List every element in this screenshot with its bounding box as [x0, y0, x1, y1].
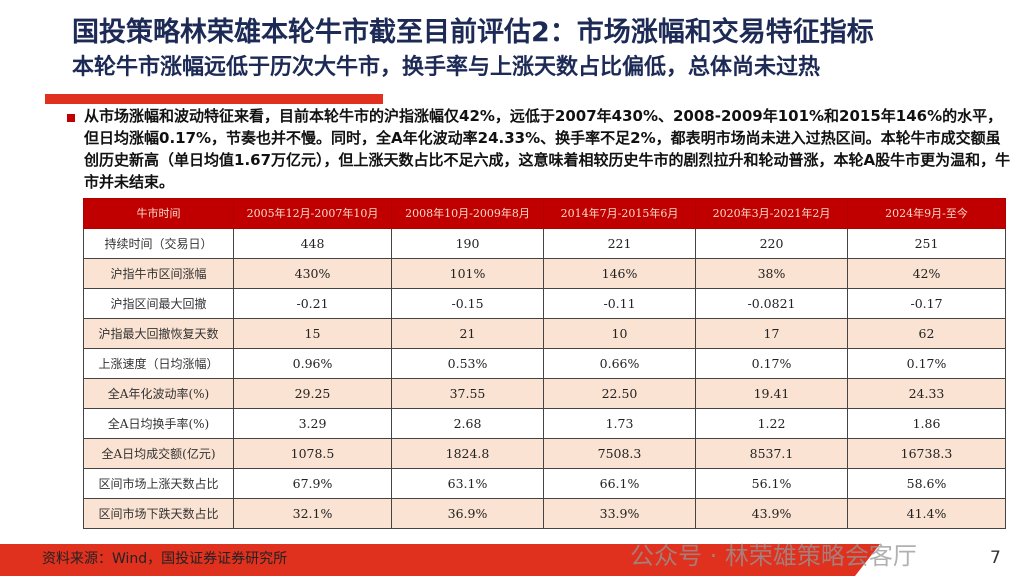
footer-red-shape	[0, 544, 880, 576]
table-cell: 1824.8	[391, 438, 544, 469]
table-cell: 220	[695, 228, 848, 259]
table-cell: 58.6%	[847, 468, 1006, 499]
table-cell: -0.21	[233, 288, 392, 319]
table-row: 全A日均换手率(%) 3.29 2.68 1.73 1.22 1.86	[83, 408, 1006, 439]
table-cell: 8537.1	[695, 438, 848, 469]
row-label: 全A日均成交额(亿元)	[83, 438, 234, 469]
table-cell: 146%	[543, 258, 696, 289]
row-label: 沪指区间最大回撤	[83, 288, 234, 319]
table-cell: -0.0821	[695, 288, 848, 319]
table-cell: 16738.3	[847, 438, 1006, 469]
table-cell: 43.9%	[695, 498, 848, 529]
table-cell: 0.96%	[233, 348, 392, 379]
table-cell: 221	[543, 228, 696, 259]
table-row: 区间市场上涨天数占比 67.9% 63.1% 66.1% 56.1% 58.6%	[83, 468, 1006, 499]
bull-market-table: 牛市时间 2005年12月-2007年10月 2008年10月-2009年8月 201…	[83, 198, 1006, 529]
table-row: 沪指牛市区间涨幅 430% 101% 146% 38% 42%	[83, 258, 1006, 289]
table-cell: 448	[233, 228, 392, 259]
table-cell: 41.4%	[847, 498, 1006, 529]
table-cell: 1.73	[543, 408, 696, 439]
row-label: 全A年化波动率(%)	[83, 378, 234, 409]
table-row: 全A日均成交额(亿元) 1078.5 1824.8 7508.3 8537.1 16738…	[83, 438, 1006, 469]
bullet-icon	[67, 114, 75, 122]
slide-title: 国投策略林荣雄本轮牛市截至目前评估2：市场涨幅和交易特征指标	[72, 17, 874, 48]
row-label: 沪指牛市区间涨幅	[83, 258, 234, 289]
table-cell: -0.15	[391, 288, 544, 319]
page-number: 7	[990, 548, 1001, 568]
table-cell: 7508.3	[543, 438, 696, 469]
table-cell: 37.55	[391, 378, 544, 409]
table-row: 沪指区间最大回撤 -0.21 -0.15 -0.11 -0.0821 -0.17	[83, 288, 1006, 319]
table-header-row: 牛市时间 2005年12月-2007年10月 2008年10月-2009年8月 201…	[83, 198, 1006, 229]
footer-band	[0, 544, 880, 576]
table-cell: 29.25	[233, 378, 392, 409]
table-cell: 0.17%	[695, 348, 848, 379]
table-cell: 67.9%	[233, 468, 392, 499]
table-cell: 21	[391, 318, 544, 349]
table-cell: 251	[847, 228, 1006, 259]
table-cell: 101%	[391, 258, 544, 289]
table-cell: 33.9%	[543, 498, 696, 529]
slide-subtitle: 本轮牛市涨幅远低于历次大牛市，换手率与上涨天数占比偏低，总体尚未过热	[72, 55, 821, 80]
source-note: 资料来源：Wind，国投证券证券研究所	[42, 551, 288, 567]
table-cell: 17	[695, 318, 848, 349]
row-label: 区间市场下跌天数占比	[83, 498, 234, 529]
table-cell: 19.41	[695, 378, 848, 409]
table-cell: 24.33	[847, 378, 1006, 409]
watermark: 公众号 · 林荣雄策略会客厅	[630, 542, 917, 570]
table-row: 上涨速度（日均涨幅） 0.96% 0.53% 0.66% 0.17% 0.17%	[83, 348, 1006, 379]
column-header: 牛市时间	[83, 198, 234, 229]
table-cell: 0.53%	[391, 348, 544, 379]
row-label: 全A日均换手率(%)	[83, 408, 234, 439]
table-cell: 190	[391, 228, 544, 259]
column-header: 2020年3月-2021年2月	[695, 198, 848, 229]
table-cell: -0.17	[847, 288, 1006, 319]
table-cell: 1078.5	[233, 438, 392, 469]
table-cell: 63.1%	[391, 468, 544, 499]
table-row: 区间市场下跌天数占比 32.1% 36.9% 33.9% 43.9% 41.4%	[83, 498, 1006, 529]
column-header: 2014年7月-2015年6月	[543, 198, 696, 229]
table-cell: 10	[543, 318, 696, 349]
table-cell: -0.11	[543, 288, 696, 319]
table-cell: 22.50	[543, 378, 696, 409]
table-cell: 38%	[695, 258, 848, 289]
table-cell: 42%	[847, 258, 1006, 289]
table-cell: 15	[233, 318, 392, 349]
title-underline-bar	[45, 94, 383, 104]
table-cell: 2.68	[391, 408, 544, 439]
table-cell: 0.66%	[543, 348, 696, 379]
table-cell: 66.1%	[543, 468, 696, 499]
row-label: 上涨速度（日均涨幅）	[83, 348, 234, 379]
table-row: 全A年化波动率(%) 29.25 37.55 22.50 19.41 24.33	[83, 378, 1006, 409]
table-row: 沪指最大回撤恢复天数 15 21 10 17 62	[83, 318, 1006, 349]
row-label: 沪指最大回撤恢复天数	[83, 318, 234, 349]
table-cell: 0.17%	[847, 348, 1006, 379]
table-cell: 430%	[233, 258, 392, 289]
table-cell: 1.86	[847, 408, 1006, 439]
row-label: 持续时间（交易日）	[83, 228, 234, 259]
table-cell: 36.9%	[391, 498, 544, 529]
column-header: 2008年10月-2009年8月	[391, 198, 544, 229]
column-header: 2005年12月-2007年10月	[233, 198, 392, 229]
table-cell: 32.1%	[233, 498, 392, 529]
row-label: 区间市场上涨天数占比	[83, 468, 234, 499]
table-cell: 3.29	[233, 408, 392, 439]
table-cell: 62	[847, 318, 1006, 349]
summary-paragraph: 从市场涨幅和波动特征来看，目前本轮牛市的沪指涨幅仅42%，远低于2007年430…	[84, 107, 1011, 191]
table-cell: 1.22	[695, 408, 848, 439]
table-cell: 56.1%	[695, 468, 848, 499]
table-body: 持续时间（交易日） 448 190 221 220 251 沪指牛市区间涨幅 430% 101%…	[83, 228, 1006, 529]
column-header: 2024年9月-至今	[847, 198, 1006, 229]
table-row: 持续时间（交易日） 448 190 221 220 251	[83, 228, 1006, 259]
